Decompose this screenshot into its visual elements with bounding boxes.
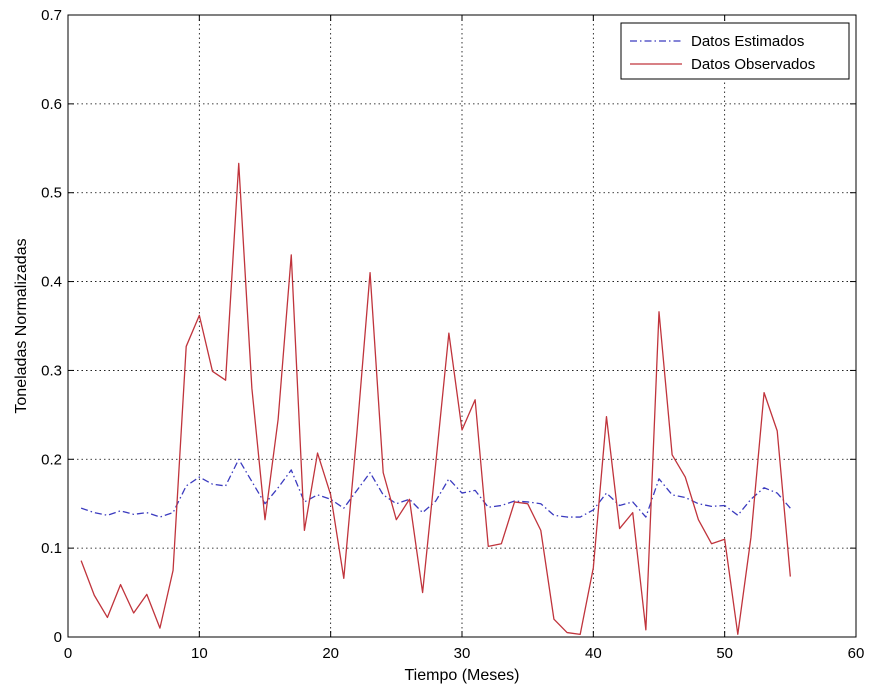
y-tick-label: 0.5 bbox=[41, 185, 62, 202]
series-line-datos-estimados bbox=[80, 458, 791, 518]
y-tick-label: 0.4 bbox=[41, 274, 62, 291]
legend-label-datos-observados: Datos Observados bbox=[691, 56, 815, 73]
x-tick-label: 10 bbox=[191, 645, 208, 662]
y-tick-label: 0.3 bbox=[41, 362, 62, 379]
y-tick-labels: 0 0.1 0.2 0.3 0.4 0.5 0.6 0.7 bbox=[41, 7, 62, 646]
y-tick-label: 0 bbox=[54, 629, 62, 646]
x-tick-label: 30 bbox=[454, 645, 471, 662]
x-tick-label: 50 bbox=[716, 645, 733, 662]
grid bbox=[68, 15, 856, 637]
x-tick-label: 0 bbox=[64, 645, 72, 662]
x-tick-label: 60 bbox=[848, 645, 865, 662]
x-tick-label: 20 bbox=[322, 645, 339, 662]
series-line-datos-observados bbox=[80, 162, 791, 635]
legend-label-datos-estimados: Datos Estimados bbox=[691, 33, 804, 50]
series-layer bbox=[80, 162, 791, 635]
y-tick-label: 0.2 bbox=[41, 451, 62, 468]
legend: Datos Estimados Datos Observados bbox=[620, 22, 850, 80]
y-tick-label: 0.6 bbox=[41, 96, 62, 113]
x-tick-labels: 0 10 20 30 40 50 60 bbox=[64, 645, 865, 662]
y-axis-label: Toneladas Normalizadas bbox=[13, 238, 30, 413]
x-tick-label: 40 bbox=[585, 645, 602, 662]
y-tick-label: 0.1 bbox=[41, 540, 62, 557]
legend-box bbox=[620, 22, 850, 80]
y-tick-label: 0.7 bbox=[41, 7, 62, 24]
x-axis-label: Tiempo (Meses) bbox=[405, 667, 520, 684]
ticks bbox=[67, 14, 857, 638]
